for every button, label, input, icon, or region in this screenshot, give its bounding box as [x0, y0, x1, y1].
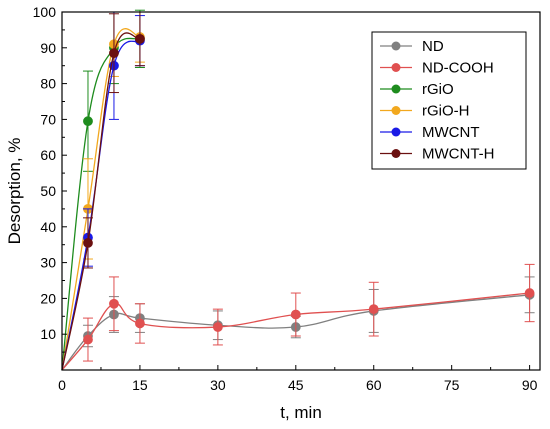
data-point-ND-COOH	[83, 334, 93, 345]
x-tick-label-2: 30	[210, 377, 226, 393]
y-tick-label-2: 30	[40, 255, 56, 271]
data-point-ND-COOH	[368, 304, 379, 315]
data-point-rGiO	[83, 116, 93, 127]
y-tick-label-0: 10	[40, 326, 56, 342]
data-point-ND-COOH	[109, 298, 119, 309]
y-tick-label-4: 50	[40, 183, 56, 199]
legend-marker-rGiO-H	[391, 106, 401, 115]
legend-marker-MWCNT	[391, 127, 401, 137]
legend-label-ND: ND	[422, 38, 444, 55]
y-tick-label-1: 20	[40, 290, 56, 306]
data-point-ND-COOH	[290, 309, 301, 320]
legend-label-MWCNT: MWCNT	[422, 124, 479, 141]
data-point-ND-COOH	[135, 318, 145, 329]
series-line-MWCNT	[61, 40, 141, 371]
data-point-MWCNT-H	[83, 238, 93, 248]
data-point-ND-COOH	[524, 288, 535, 298]
data-point-ND-COOH	[212, 322, 223, 332]
series-ND	[61, 276, 535, 371]
legend-label-MWCNT-H: MWCNT-H	[422, 146, 494, 163]
legend-marker-rGiO	[391, 84, 401, 94]
y-tick-label-9: 100	[33, 4, 57, 20]
series-MWCNT-H	[61, 11, 145, 371]
legend: ND ND-COOH rGiO rGiO-H MWCNT MWCNT-H	[371, 31, 527, 170]
x-tick-label-1: 15	[132, 377, 148, 393]
series-layer	[61, 9, 535, 371]
x-tick-label-5: 75	[444, 377, 460, 393]
y-tick-label-6: 70	[40, 111, 56, 127]
legend-label-ND-COOH: ND-COOH	[422, 60, 494, 77]
y-axis-title: Desorption, %	[5, 138, 24, 245]
legend-label-rGiO: rGiO	[422, 81, 454, 98]
y-tick-label-5: 60	[40, 147, 56, 163]
y-tick-label-7: 80	[40, 76, 56, 92]
x-axis-title: t, min	[280, 403, 322, 422]
x-tick-label-3: 45	[288, 377, 304, 393]
data-point-MWCNT-H	[135, 33, 145, 44]
x-tick-label-0: 0	[58, 377, 66, 393]
series-line-ND-COOH	[61, 292, 530, 371]
legend-label-rGiO-H: rGiO-H	[422, 103, 470, 120]
legend-box	[371, 31, 527, 170]
y-tick-label-8: 90	[40, 40, 56, 56]
series-line-rGiO-H	[61, 28, 141, 371]
series-ND-COOH	[61, 263, 535, 371]
legend-marker-ND-COOH	[391, 63, 401, 72]
legend-marker-MWCNT-H	[391, 149, 401, 158]
x-tick-label-6: 90	[522, 377, 538, 393]
y-tick-label-3: 40	[40, 219, 56, 235]
x-tick-label-4: 60	[366, 377, 382, 393]
series-line-MWCNT-H	[61, 32, 141, 371]
legend-marker-ND	[391, 41, 401, 51]
axes-layer: 0 15 30 45 60 75 90 10 20 30 40 50 60 70 80 90 100	[33, 4, 541, 393]
series-line-rGiO	[61, 37, 141, 371]
data-point-MWCNT-H	[109, 48, 119, 59]
